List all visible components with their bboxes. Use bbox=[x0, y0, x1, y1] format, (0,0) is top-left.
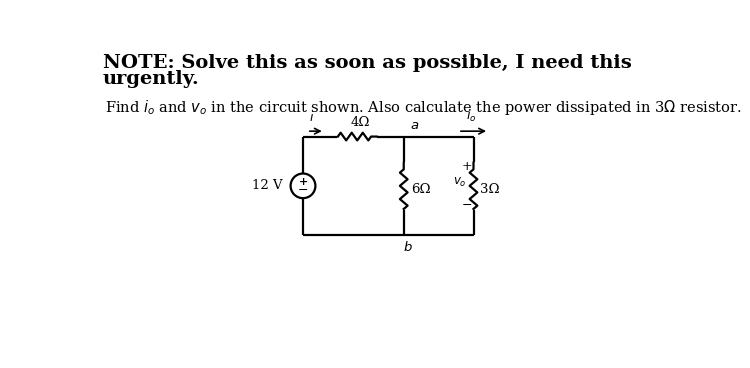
Text: $i$: $i$ bbox=[309, 110, 314, 124]
Text: +: + bbox=[461, 160, 472, 173]
Text: $v_o$: $v_o$ bbox=[453, 176, 466, 188]
Text: NOTE: Solve this as soon as possible, I need this: NOTE: Solve this as soon as possible, I … bbox=[103, 54, 632, 72]
Text: 4Ω: 4Ω bbox=[351, 116, 370, 129]
Text: $a$: $a$ bbox=[410, 119, 419, 132]
Text: +: + bbox=[298, 176, 307, 187]
Text: 12 V: 12 V bbox=[252, 179, 283, 192]
Text: −: − bbox=[298, 184, 308, 197]
Text: −: − bbox=[461, 199, 472, 212]
Text: $b$: $b$ bbox=[403, 240, 412, 254]
Text: 6Ω: 6Ω bbox=[411, 183, 430, 196]
Text: $i_o$: $i_o$ bbox=[466, 108, 476, 124]
Text: 3Ω: 3Ω bbox=[481, 183, 500, 196]
Text: urgently.: urgently. bbox=[103, 70, 200, 88]
Text: Find $i_o$ and $v_o$ in the circuit shown. Also calculate the power dissipated i: Find $i_o$ and $v_o$ in the circuit show… bbox=[104, 98, 742, 117]
